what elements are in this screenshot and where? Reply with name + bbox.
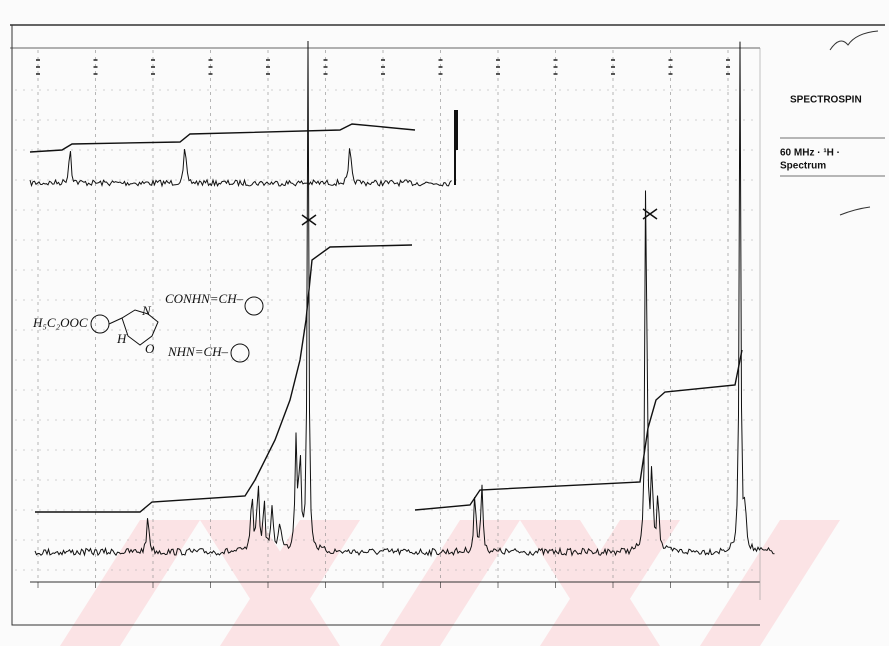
structure: H₅C₂OOC N O H CONHN=CH– NHN=CH– <box>32 291 264 363</box>
ring <box>230 343 250 363</box>
spectrum-label: Spectrum <box>780 161 826 172</box>
integral-inset <box>29 123 416 153</box>
ring <box>244 296 264 316</box>
spectrum-label: 60 MHz · ¹H · <box>780 148 840 159</box>
spectrum-inset <box>29 148 452 188</box>
structure-text: N <box>141 303 152 318</box>
spectrum <box>34 40 775 558</box>
structure-text: NHN=CH– <box>167 344 229 359</box>
ring-bonds <box>108 309 159 346</box>
frame <box>10 24 885 626</box>
structure-text: CONHN=CH– <box>165 291 244 306</box>
grid <box>15 50 755 588</box>
structure-text: H₅C₂OOC <box>32 315 88 330</box>
structure-text: H <box>116 331 127 346</box>
structure-text: O <box>145 341 155 356</box>
watermark <box>60 520 840 646</box>
brand: SPECTROSPIN <box>790 95 862 106</box>
panel-rule <box>780 137 885 177</box>
integral <box>35 244 413 513</box>
signature <box>829 30 879 216</box>
inset-edge <box>454 110 458 185</box>
